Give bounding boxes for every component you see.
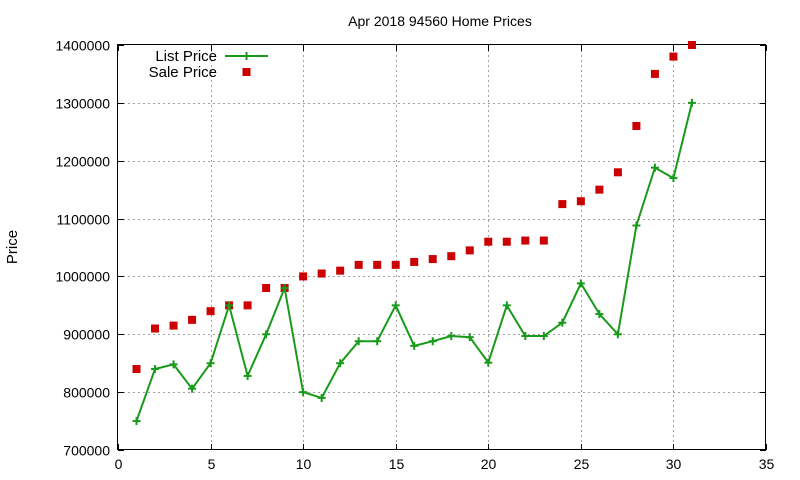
list-price-point	[650, 163, 659, 172]
chart-title: Apr 2018 94560 Home Prices	[348, 13, 532, 29]
list-price-point	[428, 337, 437, 346]
list-price-point	[613, 330, 622, 339]
sale-price-point	[613, 168, 622, 177]
plot-frame	[117, 44, 766, 450]
y-tick-label: 900000	[63, 327, 110, 343]
list-price-point	[262, 330, 271, 339]
series-layer	[132, 41, 696, 426]
y-tick-label: 1100000	[57, 212, 111, 228]
list-price-point	[539, 332, 548, 341]
list-price-point	[373, 337, 382, 346]
list-price-point	[576, 279, 585, 288]
list-price-point	[317, 393, 326, 402]
sale-price-point	[317, 269, 326, 278]
list-price-point	[465, 333, 474, 342]
y-tick-label: 1400000	[55, 38, 110, 54]
sale-price-point	[484, 237, 493, 246]
list-price-point	[280, 284, 289, 292]
axis-ticks: 0 5 10 15 20 25 30 35 700000 800000 900000 1000000 1…	[55, 38, 774, 473]
sale-price-point	[151, 324, 160, 333]
x-tick-label: 35	[759, 456, 775, 472]
x-tick-label: 15	[389, 456, 405, 472]
y-axis-label: Price	[4, 230, 21, 264]
legend-marker-list-price	[242, 52, 251, 60]
sale-price-point	[687, 41, 696, 49]
list-price-point	[391, 301, 400, 310]
legend-label-sale-price: Sale Price	[149, 64, 217, 81]
y-tick-label: 1200000	[55, 154, 110, 170]
list-price-point	[354, 337, 363, 346]
sale-price-point	[428, 255, 437, 264]
sale-price-point	[521, 236, 530, 245]
y-tick-label: 800000	[63, 385, 110, 401]
list-price-point	[188, 384, 197, 393]
y-tick-label: 1300000	[55, 96, 110, 112]
sale-price-point	[502, 237, 511, 246]
sale-price-point	[595, 185, 604, 194]
list-price-point	[595, 310, 604, 319]
list-price-point	[243, 371, 252, 380]
legend-swatch-sale-price	[242, 68, 251, 76]
x-tick-label: 0	[115, 456, 123, 472]
sale-price-point	[669, 52, 678, 61]
sale-price-point	[410, 257, 419, 266]
legend-swatch-list-price	[225, 52, 268, 60]
list-price-point	[225, 301, 234, 310]
x-tick-label: 10	[296, 456, 312, 472]
list-price-point	[132, 417, 141, 426]
list-price-point	[447, 332, 456, 341]
x-tick-label: 30	[666, 456, 682, 472]
sale-price-point	[262, 284, 271, 292]
list-price-point	[299, 388, 308, 397]
list-price-point	[169, 360, 178, 369]
y-tick-label: 1000000	[55, 269, 110, 285]
sale-price-point	[632, 122, 641, 130]
legend-label-list-price: List Price	[155, 48, 217, 65]
sale-price-point	[169, 321, 178, 330]
sale-price-point	[465, 246, 474, 255]
sale-price-point	[188, 315, 197, 324]
sale-price-point	[354, 260, 363, 269]
sale-price-point	[206, 307, 215, 316]
list-price-point	[484, 358, 493, 367]
sale-price-point	[650, 69, 659, 78]
list-price-point	[336, 359, 345, 368]
list-price-point	[206, 359, 215, 368]
list-price-point	[632, 221, 641, 230]
grid-lines	[118, 45, 766, 450]
sale-price-point	[539, 236, 548, 245]
sale-price-point	[576, 197, 585, 206]
list-price-point	[669, 174, 678, 183]
list-price-point	[410, 341, 419, 350]
y-tick-label: 700000	[63, 443, 110, 459]
sale-price-point	[336, 266, 345, 275]
sale-price-point	[373, 260, 382, 269]
x-tick-label: 5	[208, 456, 216, 472]
sale-price-point	[299, 272, 308, 281]
sale-price-point	[558, 200, 567, 209]
legend-marker-sale-price	[242, 68, 251, 76]
list-price-point	[151, 365, 160, 373]
list-price-point	[687, 98, 696, 107]
list-price-point	[502, 301, 511, 310]
x-tick-label: 25	[574, 456, 590, 472]
list-price-point	[521, 332, 530, 341]
sale-price-point	[243, 301, 252, 310]
x-tick-label: 20	[481, 456, 497, 472]
list-price-point	[558, 318, 567, 327]
sale-price-point	[447, 252, 456, 261]
legend: List Price Sale Price	[149, 48, 268, 81]
sale-price-point	[391, 260, 400, 269]
sale-price-point	[132, 365, 141, 373]
